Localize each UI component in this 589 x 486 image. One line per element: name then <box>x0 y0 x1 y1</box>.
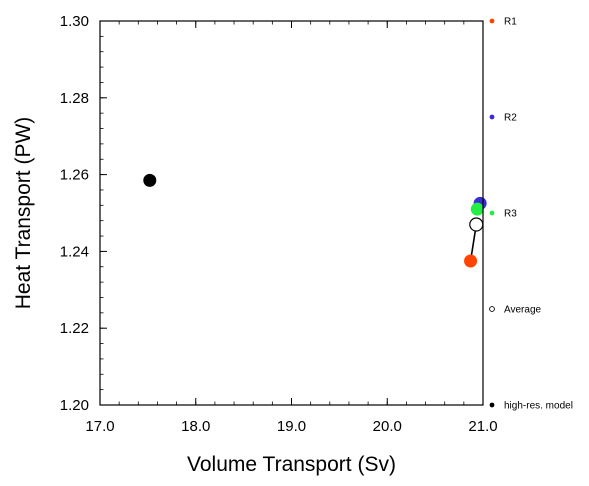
legend: R1 R2 R3 Average high-res. model <box>489 17 573 412</box>
point-r1 <box>464 254 478 268</box>
x-tick-label: 18.0 <box>181 418 210 435</box>
legend-label-average: Average <box>504 305 542 316</box>
plot-marks <box>143 173 487 268</box>
y-tick-label: 1.26 <box>60 167 89 184</box>
legend-label-r3: R3 <box>504 209 517 220</box>
legend-marker-r3 <box>489 210 495 216</box>
y-tick-label: 1.24 <box>60 243 89 260</box>
legend-label-high-res-model: high-res. model <box>504 401 573 412</box>
x-tick-label: 17.0 <box>85 418 114 435</box>
x-tick-label: 21.0 <box>468 418 497 435</box>
x-tick-label: 20.0 <box>373 418 402 435</box>
y-axis-title: Heat Transport (PW) <box>12 117 35 310</box>
point-high-res-model <box>143 173 157 187</box>
x-tick-label: 19.0 <box>277 418 306 435</box>
tick-labels: 17.0 18.0 19.0 20.0 21.0 1.20 1.22 1.24 1.26 1.28… <box>60 13 498 435</box>
axis-ticks <box>99 20 484 406</box>
legend-marker-high-res-model <box>489 402 495 408</box>
x-axis-title: Volume Transport (Sv) <box>187 453 396 476</box>
legend-label-r1: R1 <box>504 17 517 28</box>
plot-frame <box>99 20 484 406</box>
point-average <box>469 217 484 232</box>
legend-marker-average <box>489 306 495 312</box>
legend-marker-r2 <box>489 114 495 120</box>
y-tick-label: 1.22 <box>60 320 89 337</box>
legend-marker-r1 <box>489 18 495 24</box>
y-tick-label: 1.28 <box>60 90 89 107</box>
point-r3 <box>470 202 484 216</box>
y-tick-label: 1.30 <box>60 13 89 30</box>
y-tick-label: 1.20 <box>60 397 89 414</box>
legend-label-r2: R2 <box>504 113 517 124</box>
